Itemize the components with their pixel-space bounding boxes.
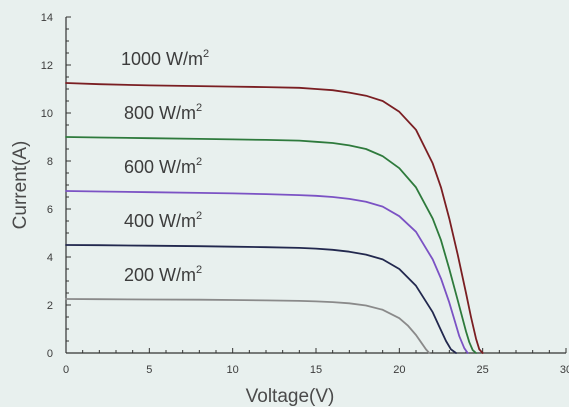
series-label-0: 1000 W/m2 (121, 48, 209, 69)
series-labels: 1000 W/m2 800 W/m2 600 W/m2 400 W/m2 200 W/m… (121, 48, 209, 285)
series-lines (65, 82, 484, 354)
y-axis-title: Current(A) (10, 141, 31, 230)
x-tick-label: 0 (63, 364, 69, 376)
series-label-1: 800 W/m2 (124, 102, 202, 123)
y-tick-label: 4 (47, 252, 53, 264)
y-axis-ticks: 0 2 4 6 8 10 12 14 (41, 12, 71, 360)
series-line-1 (65, 136, 477, 354)
y-tick-label: 8 (47, 156, 53, 168)
x-tick-label: 10 (227, 364, 239, 376)
x-tick-label: 20 (393, 364, 405, 376)
series-label-4: 200 W/m2 (124, 264, 202, 285)
x-tick-label: 5 (146, 364, 152, 376)
y-tick-label: 12 (41, 60, 53, 72)
y-tick-label: 0 (47, 348, 53, 360)
x-tick-label: 30 (560, 364, 569, 376)
x-tick-label: 25 (477, 364, 489, 376)
series-line-0 (65, 82, 484, 354)
y-tick-label: 6 (47, 204, 53, 216)
series-line-4 (65, 298, 431, 354)
y-tick-label: 10 (41, 108, 53, 120)
y-tick-label: 2 (47, 300, 53, 312)
series-label-2: 600 W/m2 (124, 156, 202, 177)
series-line-3 (65, 244, 457, 354)
y-tick-label: 14 (41, 12, 53, 24)
x-axis-title: Voltage(V) (246, 386, 335, 407)
series-line-2 (65, 190, 469, 354)
x-tick-label: 15 (310, 364, 322, 376)
series-label-3: 400 W/m2 (124, 210, 202, 231)
x-axis-ticks: 0 5 10 15 20 25 30 (63, 348, 569, 376)
